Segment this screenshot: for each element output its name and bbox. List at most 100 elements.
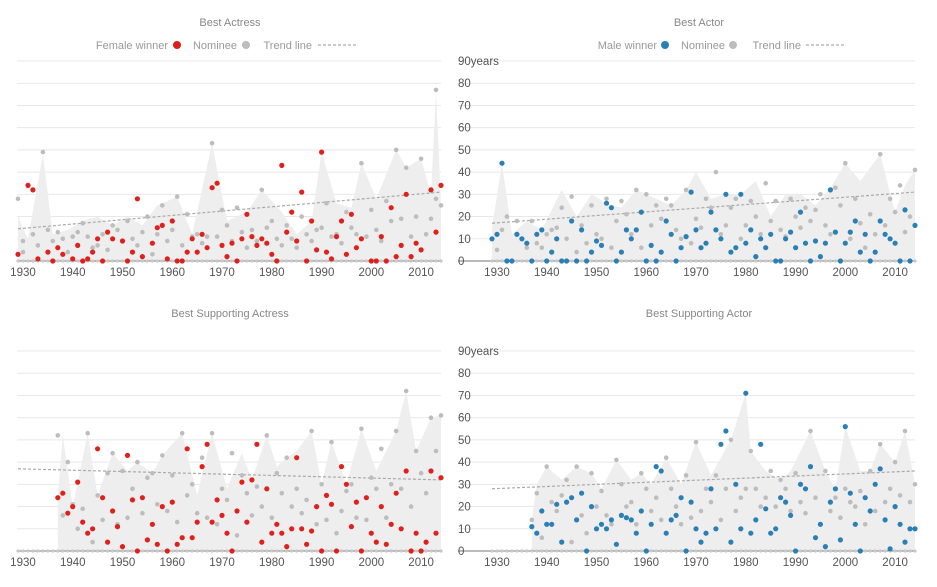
baseline-marker	[16, 549, 20, 553]
baseline-marker	[535, 549, 539, 553]
winner-point	[149, 240, 155, 246]
nominee-point	[713, 473, 719, 478]
nominee-point	[239, 473, 245, 478]
baseline-marker	[709, 259, 713, 263]
panel-title: Best Actor	[674, 17, 724, 29]
nominee-point	[289, 236, 295, 242]
baseline-marker	[515, 259, 519, 263]
baseline-marker	[704, 259, 708, 263]
nominee-point	[174, 194, 180, 199]
baseline-marker	[818, 259, 823, 263]
baseline-marker	[96, 259, 100, 263]
baseline-marker	[689, 549, 693, 553]
winner-point	[499, 160, 505, 166]
winner-point	[105, 539, 111, 545]
winner-point	[254, 441, 260, 447]
baseline-marker	[729, 549, 733, 553]
nominee-point	[179, 243, 185, 248]
winner-point	[164, 256, 170, 262]
nominee-point	[549, 227, 554, 233]
winner-point	[95, 236, 101, 242]
winner-point	[802, 240, 809, 246]
nominee-point	[683, 473, 689, 478]
nominee-point	[234, 533, 240, 538]
nominee-point	[403, 165, 409, 170]
nominee-point	[369, 475, 374, 481]
winner-point	[90, 249, 96, 255]
winner-point	[55, 495, 61, 501]
baseline-marker	[210, 549, 214, 553]
nominee-point	[393, 428, 399, 434]
baseline-marker	[439, 259, 443, 263]
winner-point	[279, 530, 285, 536]
panel-best-actress: 1930 1940 1950 1960 1970 1980 1990 2000 2010	[10, 60, 444, 279]
winner-point	[892, 504, 898, 510]
baseline-marker	[803, 259, 808, 263]
winner-point	[309, 528, 315, 534]
baseline-marker	[908, 549, 912, 553]
winner-point	[897, 521, 903, 527]
nominee-point	[529, 517, 535, 523]
baseline-marker	[41, 259, 45, 263]
winner-point	[348, 524, 354, 530]
y-tick-label-top: 90years	[458, 56, 499, 68]
winner-point	[733, 245, 739, 251]
baseline-marker	[280, 549, 284, 553]
winner-point	[363, 495, 369, 501]
baseline-marker	[525, 259, 529, 263]
winner-point	[534, 231, 540, 237]
baseline-marker	[310, 549, 314, 553]
nominee-point	[130, 486, 135, 492]
winner-point	[574, 517, 580, 523]
nominee-point	[264, 433, 270, 438]
winner-point	[758, 236, 764, 242]
nominee-point	[184, 212, 190, 217]
winner-point	[723, 428, 729, 434]
baseline-marker	[694, 259, 698, 263]
baseline-marker	[305, 549, 309, 553]
nominee-point	[648, 508, 654, 514]
baseline-marker	[803, 549, 808, 553]
nominee-point	[199, 240, 205, 246]
winner-point	[633, 530, 639, 536]
baseline-marker	[240, 259, 244, 263]
baseline-marker	[565, 549, 569, 553]
nominee-point	[823, 468, 828, 474]
winner-point	[309, 218, 315, 224]
nominee-point	[100, 517, 105, 523]
winner-point	[549, 249, 555, 255]
winner-point	[574, 258, 580, 264]
nominee-point	[858, 488, 863, 494]
winner-point	[80, 519, 86, 525]
winner-point	[783, 236, 789, 242]
baseline-marker	[334, 259, 339, 263]
winner-point	[428, 187, 434, 193]
nominee-point	[783, 486, 788, 492]
nominee-point	[912, 167, 918, 173]
baseline-marker	[550, 259, 554, 263]
winner-point	[383, 541, 389, 547]
winner-point	[174, 258, 180, 264]
winner-point	[564, 499, 570, 505]
legend-nominee-label: Nominee	[681, 40, 725, 52]
baseline-marker	[105, 259, 110, 263]
winner-point	[688, 189, 694, 195]
nominee-point	[634, 522, 639, 527]
nominee-point	[433, 196, 439, 202]
baseline-marker	[535, 259, 539, 263]
x-tick-label: 1970	[209, 267, 235, 279]
baseline-marker	[609, 259, 614, 263]
nominee-point	[329, 439, 334, 445]
baseline-marker	[185, 549, 189, 553]
winner-point	[373, 258, 379, 264]
winner-point	[154, 225, 160, 231]
baseline-marker	[190, 259, 194, 263]
winner-point	[333, 548, 340, 554]
winner-point	[423, 539, 429, 545]
nominee-point	[673, 227, 679, 233]
baseline-marker	[540, 549, 544, 553]
nominee-point	[614, 218, 619, 224]
baseline-marker	[793, 259, 798, 263]
winner-point	[319, 149, 325, 155]
baseline-marker	[659, 259, 663, 263]
